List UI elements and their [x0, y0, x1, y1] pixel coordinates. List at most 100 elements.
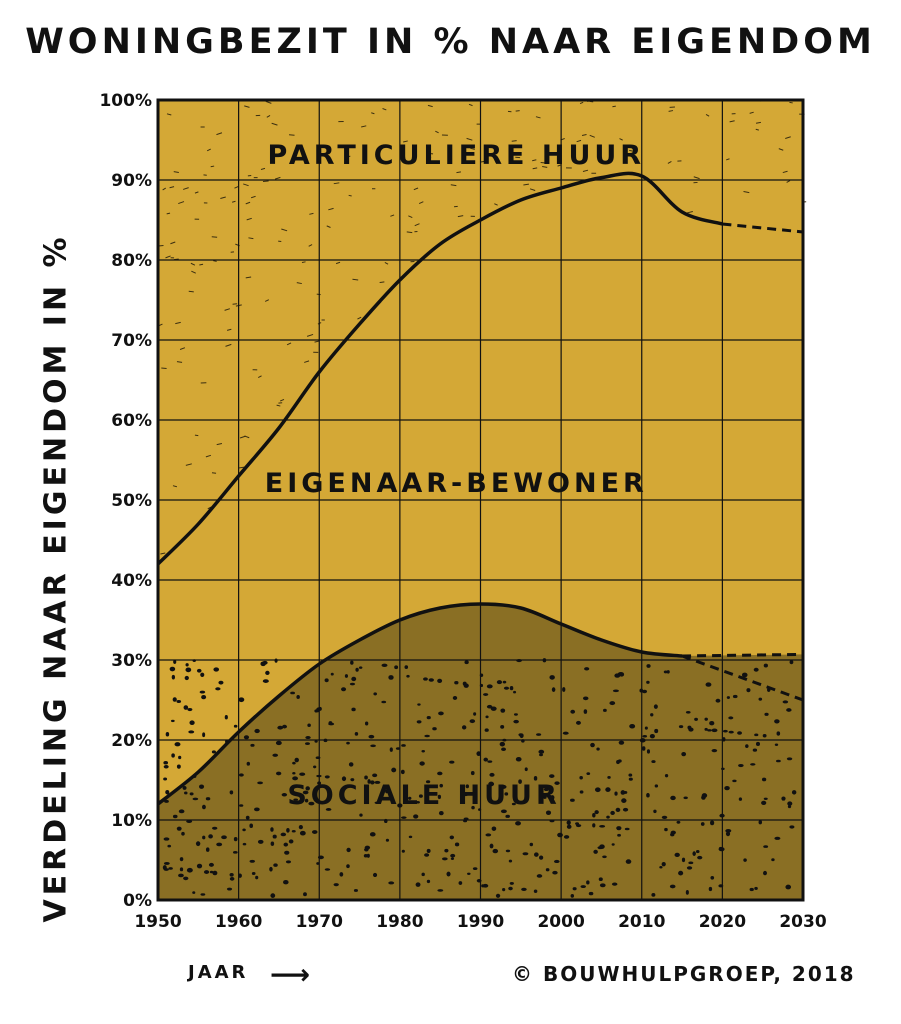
texture-dash: [188, 290, 194, 293]
texture-dot: [644, 726, 648, 730]
texture-dot: [590, 742, 595, 748]
texture-dot: [328, 721, 333, 725]
texture-dot: [196, 863, 203, 869]
texture-dot: [534, 852, 539, 857]
texture-dot: [674, 852, 680, 857]
texture-dot: [750, 763, 756, 766]
texture-dot: [533, 776, 538, 781]
texture-dash: [260, 167, 266, 170]
x-tick-label: 1970: [296, 912, 343, 932]
texture-dot: [291, 830, 296, 833]
texture-dot: [649, 733, 655, 739]
texture-dash: [667, 160, 672, 164]
texture-dot: [283, 842, 289, 847]
texture-dash: [326, 225, 331, 228]
texture-dot: [305, 736, 311, 740]
texture-dot: [348, 762, 354, 767]
y-tick-label: 40%: [111, 571, 152, 591]
texture-dash: [686, 211, 693, 214]
texture-dot: [298, 824, 303, 830]
texture-dot: [188, 730, 195, 734]
texture-dot: [484, 728, 489, 732]
texture-dot: [646, 680, 650, 684]
texture-dot: [421, 750, 425, 753]
texture-dot: [786, 757, 793, 761]
texture-dash: [194, 191, 199, 194]
texture-dot: [549, 675, 555, 680]
texture-dot: [170, 719, 175, 723]
texture-dot: [654, 784, 659, 788]
texture-dash: [384, 261, 389, 265]
texture-dot: [374, 780, 381, 784]
texture-dash: [280, 398, 285, 402]
texture-dot: [385, 838, 390, 842]
texture-dot: [216, 842, 223, 847]
texture-dash: [749, 111, 754, 114]
texture-dot: [438, 711, 444, 716]
texture-dot: [539, 753, 543, 757]
texture-dot: [791, 790, 797, 795]
texture-dot: [678, 725, 684, 729]
texture-dot: [741, 672, 748, 678]
texture-dot: [646, 664, 651, 668]
projection-line-0: [682, 652, 804, 658]
texture-dot: [681, 751, 687, 757]
texture-dot: [611, 843, 615, 846]
texture-dot: [341, 776, 347, 782]
texture-dot: [695, 849, 700, 854]
projection-line-2: [722, 222, 804, 234]
texture-dash: [178, 201, 185, 205]
texture-dot: [426, 848, 431, 853]
x-tick-label: 2030: [779, 912, 826, 932]
texture-dot: [572, 887, 577, 891]
texture-dot: [570, 709, 576, 714]
texture-dot: [208, 862, 214, 867]
texture-dash: [265, 100, 272, 104]
texture-dot: [168, 867, 173, 870]
texture-dot: [239, 804, 244, 807]
texture-dot: [670, 795, 676, 801]
region-label: EIGENAAR-BEWONER: [265, 468, 648, 499]
texture-dot: [492, 848, 499, 854]
texture-dash: [264, 299, 270, 302]
y-tick-label: 20%: [111, 731, 152, 751]
texture-dash: [321, 145, 326, 148]
texture-dot: [274, 658, 278, 663]
texture-dash: [179, 347, 186, 350]
x-tick-label: 1990: [457, 912, 504, 932]
texture-dash: [328, 207, 334, 211]
texture-dot: [599, 825, 606, 828]
texture-dot: [462, 681, 467, 686]
texture-dot: [624, 827, 630, 831]
texture-dash: [190, 262, 196, 266]
texture-dot: [485, 833, 492, 837]
texture-dash: [166, 113, 172, 116]
texture-dot: [787, 801, 793, 806]
texture-dot: [391, 767, 397, 773]
texture-dot: [499, 741, 506, 747]
texture-dot: [406, 674, 410, 678]
texture-dot: [625, 859, 632, 864]
texture-dot: [732, 694, 738, 699]
x-tick-label: 2010: [618, 912, 665, 932]
texture-dash: [408, 215, 413, 218]
texture-dot: [439, 783, 444, 788]
texture-dot: [789, 825, 795, 829]
y-tick-label: 80%: [111, 251, 152, 271]
texture-dash: [243, 183, 249, 187]
texture-dot: [513, 690, 517, 694]
texture-dot: [171, 674, 175, 680]
texture-dash: [206, 148, 211, 152]
texture-dot: [408, 796, 412, 800]
texture-dot: [752, 748, 758, 752]
texture-dot: [458, 881, 463, 885]
texture-dash: [786, 180, 791, 183]
texture-dot: [653, 704, 658, 709]
texture-dot: [450, 857, 455, 860]
texture-dot: [465, 784, 470, 789]
texture-dot: [381, 663, 388, 668]
texture-dash: [450, 184, 457, 187]
texture-dot: [401, 849, 405, 853]
texture-dot: [503, 686, 510, 690]
texture-dot: [437, 678, 443, 683]
